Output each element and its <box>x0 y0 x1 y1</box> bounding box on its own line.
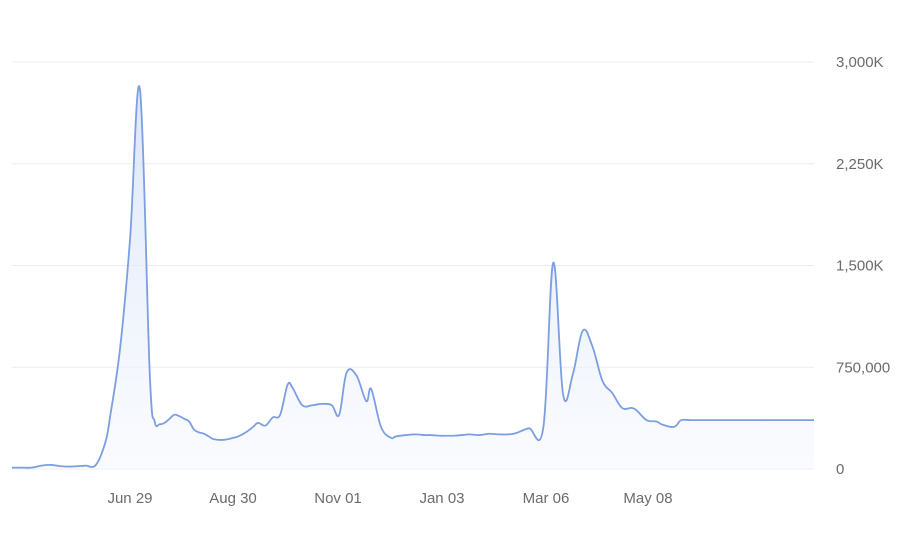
series-area-layer <box>12 85 814 469</box>
x-tick-label: Mar 06 <box>523 490 570 507</box>
x-tick-label: Jun 29 <box>107 490 152 507</box>
series-area-fill <box>12 86 814 469</box>
y-axis-ticks: 0 750,000 1,500K 2,250K 3,000K <box>836 54 890 478</box>
x-axis-ticks: Jun 29 Aug 30 Nov 01 Jan 03 Mar 06 May 08 <box>107 490 672 507</box>
y-tick-label: 3,000K <box>836 54 884 71</box>
y-tick-label: 0 <box>836 461 844 478</box>
x-tick-label: Nov 01 <box>314 490 362 507</box>
series-line <box>12 85 814 469</box>
y-tick-label: 1,500K <box>836 258 884 275</box>
y-tick-label: 750,000 <box>836 359 890 376</box>
y-tick-label: 2,250K <box>836 156 884 173</box>
x-tick-label: Aug 30 <box>209 490 257 507</box>
x-tick-label: May 08 <box>623 490 672 507</box>
x-tick-label: Jan 03 <box>419 490 464 507</box>
